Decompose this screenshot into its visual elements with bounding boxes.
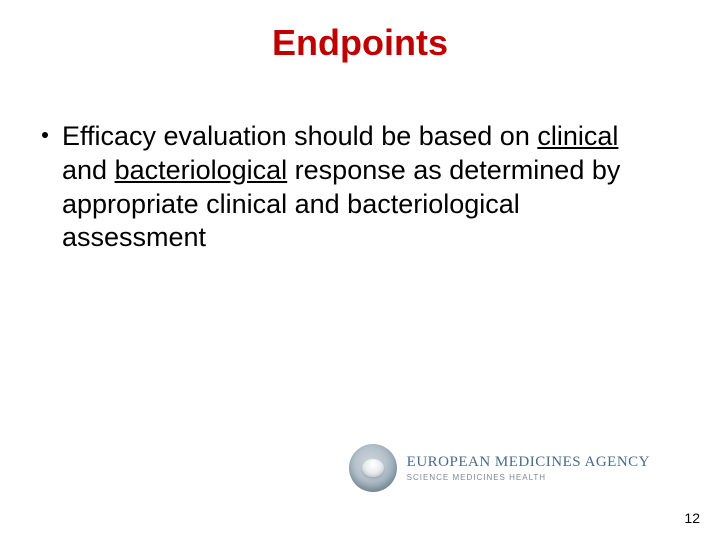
ema-logo-icon <box>349 444 397 492</box>
bullet-item: Efficacy evaluation should be based on c… <box>42 120 660 255</box>
bullet-seg-underlined: clinical <box>537 121 618 151</box>
bullet-list: Efficacy evaluation should be based on c… <box>42 120 660 255</box>
bullet-text: Efficacy evaluation should be based on c… <box>62 120 660 255</box>
footer-logo-text: EUROPEAN MEDICINES AGENCY SCIENCE MEDICI… <box>407 454 650 482</box>
bullet-seg: Efficacy evaluation should be based on <box>62 121 537 151</box>
logo-line1: EUROPEAN MEDICINES AGENCY <box>407 454 650 471</box>
footer-logo: EUROPEAN MEDICINES AGENCY SCIENCE MEDICI… <box>349 444 650 492</box>
logo-line2: SCIENCE MEDICINES HEALTH <box>407 473 650 482</box>
bullet-seg-underlined: bacteriological <box>115 155 288 185</box>
slide-title: Endpoints <box>0 22 720 64</box>
bullet-seg: and <box>62 155 115 185</box>
slide: Endpoints Efficacy evaluation should be … <box>0 0 720 540</box>
page-number: 12 <box>684 510 700 526</box>
bullet-dot-icon <box>42 132 48 138</box>
ema-logo-inner-icon <box>362 459 384 477</box>
